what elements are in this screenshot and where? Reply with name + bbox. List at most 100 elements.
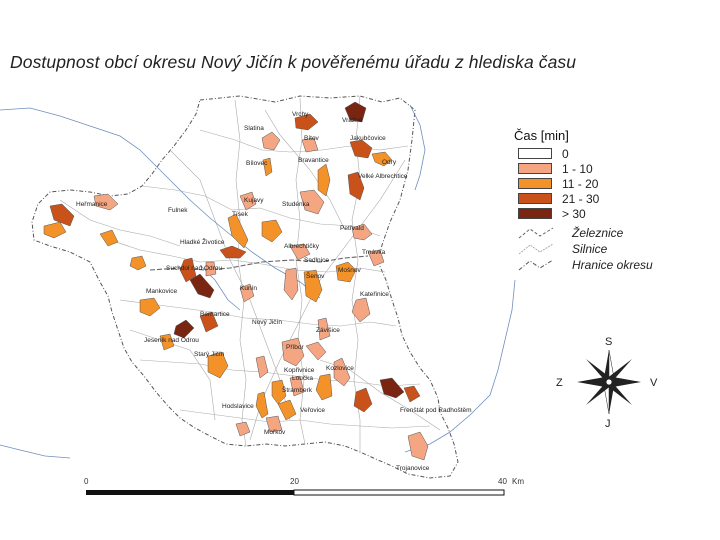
place-label: Mořkov: [264, 429, 286, 436]
municipality-studenka: [299, 189, 325, 215]
legend-class-label: 21 - 30: [562, 191, 600, 206]
place-label: Hodslavice: [222, 403, 254, 410]
place-label: Fulnek: [168, 207, 188, 214]
place-label: Kujavy: [244, 197, 264, 204]
municipality-zavisice: [317, 317, 331, 341]
place-label: Jeseník nad Odrou: [144, 337, 199, 344]
legend-line-row: Železnice: [512, 225, 712, 241]
place-label: Kopřivnice: [284, 367, 315, 374]
municipality-pribor-a: [281, 337, 305, 367]
place-label: Frenštát pod Radhoštěm: [400, 407, 472, 414]
legend-swatch: [518, 178, 552, 189]
place-labels: Vražné Vrchy Jakubčovice Odry Velké Albr…: [76, 111, 472, 472]
place-label: Loučka: [292, 375, 313, 382]
place-label: Jakubčovice: [350, 135, 386, 142]
municipality-senov: [303, 269, 323, 303]
place-label: Příbor: [286, 344, 305, 351]
municipality-stary-jicin: [207, 351, 229, 379]
municipality-mosnov: [335, 261, 357, 283]
municipality-kopr-b: [277, 399, 297, 421]
municipality-spalov: [49, 203, 75, 227]
legend-class-label: 0: [562, 146, 569, 161]
legend-class-label: > 30: [562, 206, 586, 221]
place-label: Albrechtičky: [284, 243, 320, 250]
municipality-morkov: [265, 415, 283, 433]
municipality-petrvald: [351, 223, 373, 241]
legend-class-label: 1 - 10: [562, 161, 593, 176]
municipality-katerinice: [351, 297, 371, 323]
place-label: Nový Jičín: [252, 319, 282, 326]
legend: Čas [min] 0 1 - 10 11 - 20 21 - 30 > 30 …: [512, 128, 712, 273]
municipality-hodslavice-w: [205, 261, 217, 277]
scale-bar: 0 20 40 Km: [84, 477, 524, 496]
place-label: Veřovice: [300, 407, 325, 414]
municipality-mankovice-a: [129, 255, 147, 271]
district-boundary: [31, 95, 459, 479]
municipality-frenstat-west: [353, 387, 373, 413]
place-label: Trojanovice: [396, 465, 430, 472]
place-label: Mankovice: [146, 288, 177, 295]
place-label: Kunín: [240, 285, 257, 292]
place-label: Trnávka: [362, 249, 386, 256]
place-label: Odry: [382, 159, 397, 166]
municipality-kopr-west: [159, 333, 175, 351]
place-label: Studénka: [282, 201, 310, 208]
municipality-sedlnice: [289, 243, 311, 261]
municipality-kujavy: [227, 213, 249, 249]
municipality-kozlovice: [333, 357, 351, 387]
municipality-polygons: [43, 101, 429, 461]
municipality-odry-east: [371, 151, 393, 167]
legend-class-row: 0: [512, 146, 712, 161]
map-title: Dostupnost obcí okresu Nový Jičín k pově…: [10, 52, 577, 72]
scale-tick-20: 20: [290, 477, 299, 486]
municipality-jakubcovice: [349, 139, 373, 159]
place-label: Bítov: [304, 135, 320, 142]
district-border-icon: [518, 259, 554, 271]
municipality-fulnek-west: [219, 245, 247, 259]
municipality-bernartice: [199, 311, 219, 333]
municipality-tisek: [239, 191, 257, 211]
place-label: Šenov: [306, 271, 325, 280]
municipality-bitov: [301, 137, 319, 153]
place-label: Slatina: [244, 125, 264, 132]
legend-class-row: 11 - 20: [512, 176, 712, 191]
municipality-trojanovice-w: [99, 229, 119, 247]
municipality-bravantice: [317, 163, 331, 197]
legend-swatch: [518, 148, 552, 159]
scale-tick-40: 40: [498, 477, 507, 486]
municipality-mankovice-b: [139, 297, 161, 317]
place-label: Mošnov: [338, 267, 362, 274]
municipality-vrazne: [344, 101, 367, 123]
scale-bar-segment-2: [293, 489, 505, 496]
municipality-jesenik-a: [173, 319, 195, 339]
municipality-starojicinska: [179, 257, 197, 283]
municipality-hermanice: [93, 193, 119, 211]
municipality-sterba: [315, 373, 333, 401]
municipality-frenstat-b: [403, 385, 421, 403]
place-label: Hladké Životice: [180, 237, 225, 246]
place-label: Velké Albrechtice: [358, 173, 408, 180]
municipality-south-a: [235, 421, 251, 437]
legend-line-label: Železnice: [572, 226, 624, 240]
municipality-velke-albrechtice: [347, 171, 365, 201]
scale-bar-segment-1: [86, 490, 294, 495]
municipality-stramberk: [289, 375, 305, 397]
municipality-hodslavice: [271, 379, 287, 405]
place-label: Kateřinice: [360, 291, 389, 298]
place-label: Závišice: [316, 327, 340, 334]
municipality-loucka: [255, 355, 269, 379]
municipality-pribor-b: [305, 341, 327, 361]
place-label: Vražné: [342, 117, 363, 124]
scale-unit: Km: [512, 477, 524, 486]
place-label: Štramberk: [282, 385, 313, 394]
municipality-trojanovice: [407, 431, 429, 461]
place-label: Bravantice: [298, 157, 329, 164]
municipality-suchdol: [189, 273, 215, 299]
scale-tick-0: 0: [84, 477, 89, 486]
place-label: Sedlnice: [304, 257, 329, 264]
place-label: Petřvald: [340, 225, 364, 232]
legend-class-row: 1 - 10: [512, 161, 712, 176]
municipality-hladke-zivotice: [261, 219, 283, 243]
road-network: [59, 95, 441, 452]
